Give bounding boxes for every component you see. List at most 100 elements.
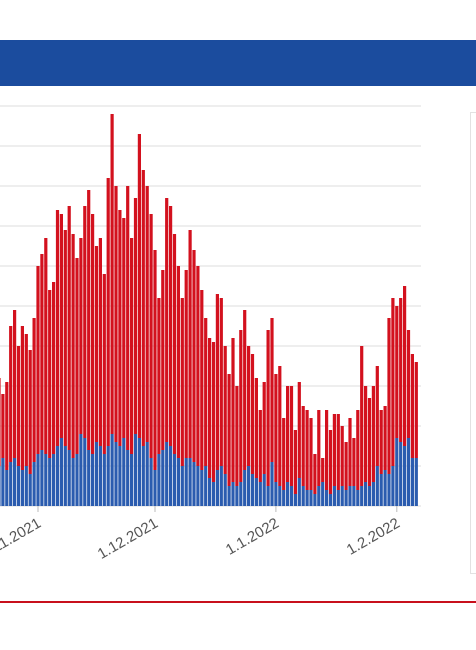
bar-segment	[94, 442, 99, 506]
bar-segment	[282, 490, 286, 506]
bar-segment	[278, 486, 282, 506]
bar-segment	[188, 230, 192, 458]
bar-segment	[44, 238, 48, 454]
bar-segment	[149, 214, 153, 458]
bar-segment	[305, 410, 309, 490]
bar-segment	[52, 454, 56, 506]
bar-segment	[161, 450, 165, 506]
bar-segment	[403, 446, 407, 506]
bar-segment	[145, 442, 149, 506]
bar-segment	[344, 490, 348, 506]
bar-segment	[301, 486, 305, 506]
bar-segment	[395, 306, 399, 438]
bar-segment	[184, 458, 188, 506]
bar-segment	[1, 458, 5, 506]
bar-segment	[262, 474, 266, 506]
bar-segment	[67, 450, 71, 506]
bar-segment	[340, 486, 344, 506]
bar-segment	[231, 482, 235, 506]
bar-segment	[67, 206, 71, 450]
bar-segment	[286, 386, 290, 482]
bar-segment	[24, 466, 28, 506]
bar-segment	[258, 410, 262, 482]
bar-segment	[180, 466, 184, 506]
bar-segment	[344, 442, 348, 490]
bar-segment	[184, 270, 188, 458]
bar-segment	[313, 494, 317, 506]
bar-segment	[36, 454, 40, 506]
bar-segment	[137, 134, 141, 438]
bar-segment	[48, 458, 52, 506]
bar-segment	[250, 474, 255, 506]
bar-segment	[289, 486, 294, 506]
bar-segment	[91, 214, 95, 454]
bar-segment	[387, 474, 391, 506]
bar-segment	[321, 482, 325, 506]
bar-segment	[270, 318, 274, 462]
bar-segment	[379, 474, 383, 506]
bar-segment	[266, 330, 270, 486]
bar-segment	[200, 290, 204, 470]
bar-segment	[149, 458, 153, 506]
bar-segment	[196, 266, 200, 466]
bar-segment	[301, 406, 305, 486]
x-tick-label: 1.12.2021	[95, 515, 161, 563]
bar-segment	[278, 366, 282, 486]
bar-segment	[399, 298, 403, 442]
bar-segment	[352, 438, 356, 486]
divider	[0, 601, 476, 603]
bar-segment	[172, 234, 177, 454]
bar-segment	[102, 274, 106, 454]
bar-segment	[391, 298, 395, 466]
bar-segment	[282, 418, 286, 490]
bar-segment	[157, 298, 161, 454]
bar-segment	[406, 438, 411, 506]
bar-segment	[356, 490, 360, 506]
bar-segment	[133, 434, 138, 506]
bar-segment	[239, 330, 243, 482]
bar-segment	[266, 486, 270, 506]
bar-segment	[293, 430, 297, 494]
bar-segment	[200, 470, 204, 506]
bar-segment	[13, 458, 17, 506]
bar-segment	[24, 334, 28, 466]
bar-segment	[235, 386, 239, 486]
bar-segment	[403, 286, 407, 446]
bar-segment	[325, 490, 329, 506]
bar-segment	[71, 234, 75, 458]
bar-segment	[371, 386, 375, 482]
bar-segment	[313, 454, 317, 494]
bar-segment	[243, 310, 247, 470]
bar-segment	[399, 442, 403, 506]
bar-segment	[59, 438, 63, 506]
bar-segment	[122, 438, 126, 506]
bar-segment	[211, 482, 216, 506]
bar-segment	[250, 354, 255, 474]
bar-segment	[254, 378, 258, 478]
bar-segment	[36, 266, 40, 454]
bar-segment	[254, 478, 258, 506]
bar-segment	[169, 206, 173, 446]
bar-segment	[227, 486, 231, 506]
bar-segment	[239, 482, 243, 506]
bar-segment	[1, 394, 5, 458]
bar-segment	[83, 206, 87, 438]
bar-segment	[395, 438, 399, 506]
bar-segment	[79, 434, 83, 506]
bar-segment	[208, 338, 212, 478]
bar-segment	[360, 486, 364, 506]
bar-segment	[94, 246, 99, 442]
bar-segment	[360, 346, 364, 486]
bar-segment	[0, 466, 1, 506]
bar-segment	[297, 478, 301, 506]
bar-segment	[114, 442, 118, 506]
bar-segment	[5, 470, 9, 506]
bar-segment	[192, 250, 196, 462]
bar-segment	[383, 470, 387, 506]
bar-segment	[87, 450, 91, 506]
bar-segment	[274, 482, 278, 506]
bar-segment	[40, 450, 44, 506]
bar-segment	[383, 406, 387, 470]
bar-segment	[137, 438, 141, 506]
bar-segment	[9, 326, 13, 462]
